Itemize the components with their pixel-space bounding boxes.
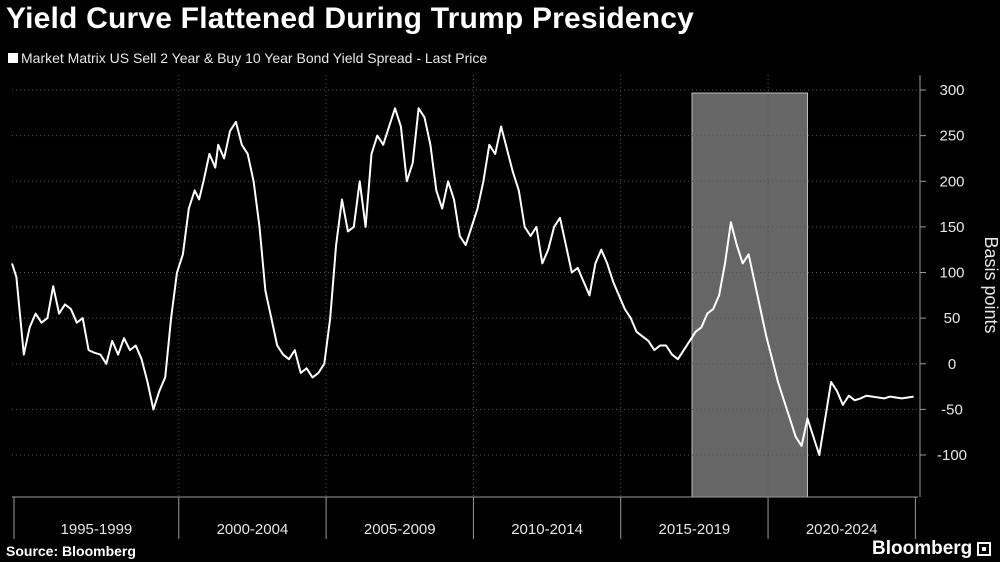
- x-tick-label: 2020-2024: [806, 521, 878, 538]
- brand-name: Bloomberg: [872, 538, 973, 559]
- legend-label: Market Matrix US Sell 2 Year & Buy 10 Ye…: [21, 50, 488, 66]
- y-tick-label: 100: [939, 265, 964, 282]
- x-tick-label: 1995-1999: [61, 521, 133, 538]
- x-tick-label: 2015-2019: [659, 521, 731, 538]
- y-tick-label: -100: [937, 447, 967, 464]
- brand-mark-icon: [977, 542, 992, 556]
- series-line-0: [11, 107, 914, 456]
- y-tick-label: -50: [941, 401, 963, 418]
- y-axis-label: Basis points: [981, 236, 1000, 333]
- chart-title: Yield Curve Flattened During Trump Presi…: [6, 2, 695, 35]
- legend: Market Matrix US Sell 2 Year & Buy 10 Ye…: [8, 50, 487, 66]
- brand-logo: Bloomberg: [872, 538, 992, 560]
- y-tick-label: 300: [939, 82, 964, 99]
- y-tick-label: 150: [939, 219, 964, 236]
- y-tick-label: 200: [939, 173, 964, 190]
- x-tick-label: 2000-2004: [217, 521, 289, 538]
- y-tick-label: 0: [948, 356, 956, 373]
- y-tick-label: 250: [939, 128, 964, 145]
- y-tick-label: 50: [944, 310, 961, 327]
- x-tick-label: 2005-2009: [364, 521, 436, 538]
- source-note: Source: Bloomberg: [6, 543, 136, 559]
- highlight-band: [691, 92, 809, 498]
- legend-swatch: [8, 53, 18, 63]
- x-tick-label: 2010-2014: [511, 521, 583, 538]
